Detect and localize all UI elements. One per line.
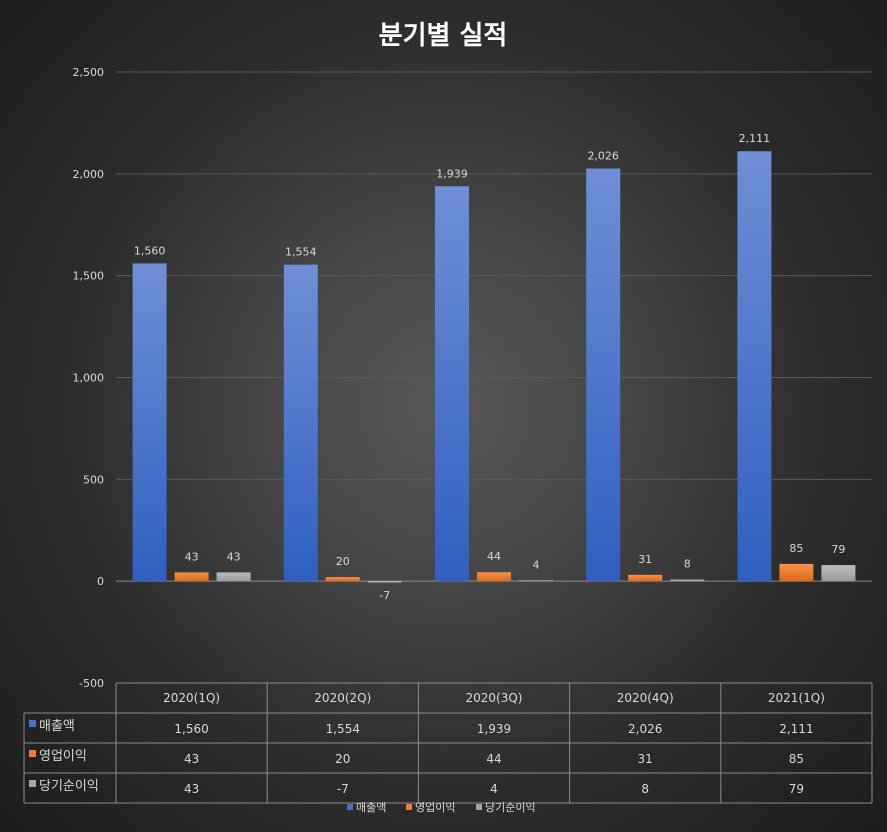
data-label: 79 [831,543,845,556]
y-tick-label: 500 [83,473,104,486]
y-tick-label: 2,500 [73,66,105,79]
bar-operating-profit [174,572,209,582]
y-tick-label: 1,500 [73,270,105,283]
data-label: 44 [487,550,501,563]
table-cell: 85 [789,752,804,766]
data-label: 2,111 [739,132,771,145]
table-cell: 20 [335,752,350,766]
x-category-label: 2020(1Q) [163,691,220,705]
table-legend-key [29,780,36,787]
legend-label: 영업이익 [415,801,455,814]
chart-title: 분기별 실적 [379,21,508,51]
bar-sales [435,186,469,582]
data-label: 8 [684,558,691,571]
bar-sales [586,168,621,582]
table-cell: 4 [490,782,498,796]
table-cell: 1,560 [174,722,208,736]
table-cell: 79 [789,782,804,796]
y-tick-label: 0 [97,575,104,588]
data-label: 85 [789,542,803,555]
table-legend-key [29,750,36,757]
bar-sales [132,263,167,582]
table-series-name: 당기순이익 [39,779,99,794]
data-label: -7 [379,589,390,602]
table-cell: 31 [638,752,653,766]
table-cell: 8 [641,782,649,796]
table-legend-key [29,720,36,727]
bar-net-profit [367,581,402,583]
table-cell: 1,554 [326,722,360,736]
x-category-label: 2020(2Q) [314,691,371,705]
table-cell: 1,939 [477,722,511,736]
legend-key [406,804,412,810]
data-label: 1,939 [436,167,468,180]
x-category-label: 2021(1Q) [768,691,825,705]
data-label: 43 [185,550,199,563]
table-cell: -7 [337,782,349,796]
legend-label: 당기순이익 [485,801,536,814]
table-cell: 2,026 [628,722,662,736]
legend-key [347,804,353,810]
y-tick-label: 2,000 [73,168,105,181]
data-label: 4 [533,558,540,571]
bar-operating-profit [779,563,814,582]
bar-sales [737,151,772,582]
y-tick-label: -500 [79,677,104,690]
legend-label: 매출액 [356,801,386,814]
bar-net-profit [216,572,251,582]
bar-operating-profit [325,577,360,582]
bar-net-profit [821,565,856,582]
table-series-name: 영업이익 [39,749,87,764]
table-cell: 43 [184,782,199,796]
bar-sales [283,264,318,582]
table-cell: 43 [184,752,199,766]
data-label: 43 [227,550,241,563]
table-series-name: 매출액 [39,719,75,734]
data-label: 2,026 [587,150,619,163]
bar-net-profit [519,580,553,582]
data-label: 31 [638,553,652,566]
x-category-label: 2020(3Q) [466,691,523,705]
legend-key [476,804,482,810]
y-tick-label: 1,000 [73,372,105,385]
data-label: 20 [336,555,350,568]
data-label: 1,554 [285,246,317,259]
x-category-label: 2020(4Q) [617,691,674,705]
data-label: 1,560 [134,244,166,257]
table-cell: 44 [486,752,501,766]
bar-operating-profit [477,572,511,582]
table-cell: 2,111 [779,722,813,736]
bar-operating-profit [628,574,663,582]
bar-net-profit [670,579,705,582]
